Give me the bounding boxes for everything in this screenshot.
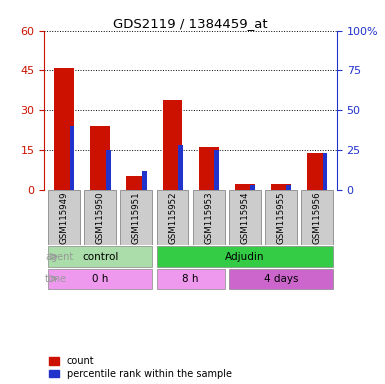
Legend: count, percentile rank within the sample: count, percentile rank within the sample xyxy=(49,356,232,379)
Text: time: time xyxy=(45,274,67,284)
Bar xyxy=(214,150,219,190)
Bar xyxy=(323,153,327,190)
Bar xyxy=(90,126,110,190)
Bar xyxy=(126,177,146,190)
Bar xyxy=(142,170,147,190)
Bar xyxy=(178,145,183,190)
Text: 8 h: 8 h xyxy=(182,274,199,284)
FancyBboxPatch shape xyxy=(157,268,224,289)
FancyBboxPatch shape xyxy=(193,190,224,245)
Text: GSM115950: GSM115950 xyxy=(96,191,105,244)
Text: 0 h: 0 h xyxy=(92,274,109,284)
Text: GSM115954: GSM115954 xyxy=(240,191,249,244)
FancyBboxPatch shape xyxy=(121,190,152,245)
FancyBboxPatch shape xyxy=(301,190,333,245)
Text: agent: agent xyxy=(45,252,73,262)
FancyBboxPatch shape xyxy=(265,190,297,245)
Bar xyxy=(54,68,74,190)
FancyBboxPatch shape xyxy=(48,268,152,289)
Bar xyxy=(199,147,219,190)
FancyBboxPatch shape xyxy=(48,190,80,245)
Bar xyxy=(286,185,291,190)
Title: GDS2119 / 1384459_at: GDS2119 / 1384459_at xyxy=(113,17,268,30)
FancyBboxPatch shape xyxy=(229,190,261,245)
FancyBboxPatch shape xyxy=(157,246,333,267)
Text: Adjudin: Adjudin xyxy=(225,252,264,262)
Bar xyxy=(106,150,110,190)
FancyBboxPatch shape xyxy=(157,190,188,245)
Text: GSM115953: GSM115953 xyxy=(204,191,213,244)
Text: control: control xyxy=(82,252,119,262)
FancyBboxPatch shape xyxy=(229,268,333,289)
Bar xyxy=(70,126,74,190)
FancyBboxPatch shape xyxy=(84,190,116,245)
Bar xyxy=(307,152,327,190)
Bar xyxy=(235,184,255,190)
Text: 4 days: 4 days xyxy=(264,274,298,284)
Bar xyxy=(250,185,255,190)
Text: GSM115952: GSM115952 xyxy=(168,191,177,244)
Bar xyxy=(162,99,182,190)
Text: GSM115956: GSM115956 xyxy=(313,191,321,244)
FancyBboxPatch shape xyxy=(48,246,152,267)
Bar xyxy=(271,184,291,190)
Text: GSM115955: GSM115955 xyxy=(276,191,285,244)
Text: GSM115951: GSM115951 xyxy=(132,191,141,244)
Text: GSM115949: GSM115949 xyxy=(60,191,69,244)
